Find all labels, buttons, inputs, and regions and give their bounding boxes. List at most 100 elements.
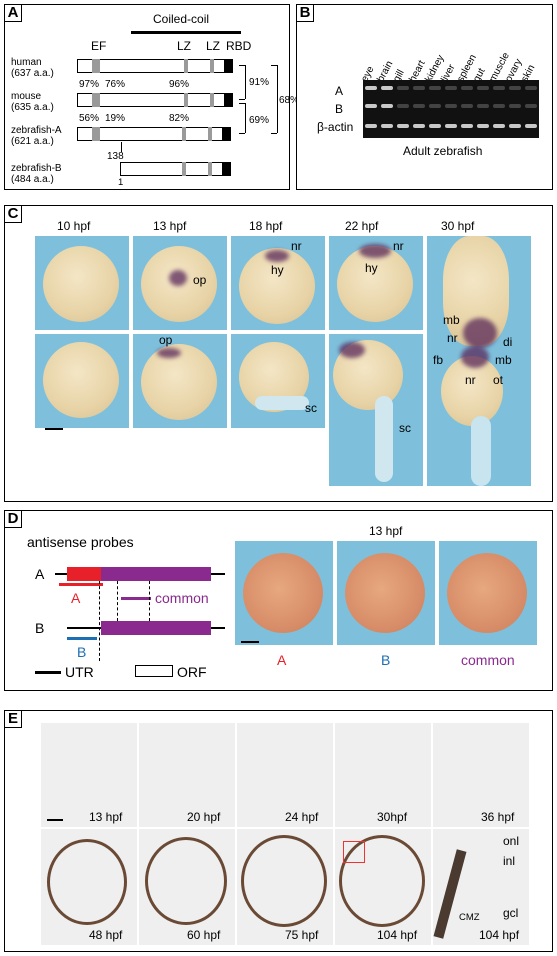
stage-e-75hpf: 75 hpf [285, 928, 319, 942]
pct-56: 56% [79, 113, 100, 124]
panel-c: C 10 hpf 13 hpf 18 hpf 22 hpf 30 hpf op … [4, 205, 553, 502]
section-48hpf: 48 hpf [41, 829, 137, 945]
species-mouse: mouse [11, 91, 42, 102]
label-hy: hy [271, 263, 284, 277]
stage-e-20hpf: 20 hpf [187, 810, 221, 824]
domain-lz-2: LZ [206, 39, 221, 53]
gel-band [461, 104, 473, 108]
caption-b: B [381, 652, 391, 668]
section-24hpf: 24 hpf [237, 723, 333, 827]
panel-d: D antisense probes A A common B B UTR OR… [4, 510, 553, 691]
panel-label-d: D [4, 510, 22, 528]
photo-probe-b [337, 541, 435, 645]
gel-band [445, 124, 457, 128]
domain-ef: EF [91, 39, 107, 53]
protein-bar-zebrafish-b [120, 162, 231, 176]
gel-band [429, 104, 441, 108]
stage-13hpf: 13 hpf [153, 219, 187, 233]
stage-30hpf: 30 hpf [441, 219, 475, 233]
gel-band [509, 86, 521, 90]
probe-a-label: A [71, 590, 81, 606]
gel-band [413, 104, 425, 108]
row-b-label: B [35, 620, 45, 636]
gel-band [509, 124, 521, 128]
stage-e-104hpf-zoom: 104 hpf [479, 928, 520, 942]
photo-probe-common [439, 541, 537, 645]
gel-band [445, 104, 457, 108]
antisense-probes-title: antisense probes [27, 534, 134, 550]
caption-a: A [277, 652, 287, 668]
label-op: op [193, 273, 207, 287]
species-human-len: (637 a.a.) [11, 68, 54, 79]
photo-13hpf-dorsal: op [133, 236, 227, 330]
scale-bar-d [241, 641, 259, 643]
gel-band [477, 86, 489, 90]
species-zebrafish-a-len: (621 a.a.) [11, 136, 54, 147]
stage-e-24hpf: 24 hpf [285, 810, 319, 824]
domain-rbd: RBD [226, 39, 252, 53]
gel-band [413, 86, 425, 90]
species-zebrafish-b-len: (484 a.a.) [11, 174, 54, 185]
gel-image [363, 80, 539, 138]
pct-91: 91% [249, 77, 270, 88]
species-zebrafish-b: zebrafish-B [11, 163, 62, 174]
position-1: 1 [118, 177, 124, 188]
row-label-a: A [335, 84, 344, 98]
stage-18hpf: 18 hpf [249, 219, 283, 233]
protein-bar-zebrafish-a [77, 127, 231, 141]
photo-13hpf-lateral: op [133, 334, 227, 428]
stage-e-48hpf: 48 hpf [89, 928, 123, 942]
photo-22hpf-lateral: sc [329, 334, 423, 486]
gel-band [365, 86, 377, 90]
section-30hpf: 30hpf [335, 723, 431, 827]
gel-band [477, 104, 489, 108]
gel-band [525, 104, 537, 108]
gel-band [381, 86, 393, 90]
legend-utr: UTR [65, 664, 94, 680]
pct-76: 76% [105, 79, 126, 90]
layer-inl: inl [503, 854, 516, 868]
pct-19: 19% [105, 113, 126, 124]
photo-30hpf: mb nr di fb mb nr ot [427, 236, 531, 486]
label-hy: hy [365, 261, 378, 275]
pct-82: 82% [169, 113, 190, 124]
panel-e: E 13 hpf 20 hpf 24 hpf 30hpf 36 hpf 48 h… [4, 710, 553, 952]
gel-band [509, 104, 521, 108]
stage-13hpf-d: 13 hpf [369, 524, 403, 538]
photo-10hpf-dorsal [35, 236, 129, 330]
row-a-label: A [35, 566, 45, 582]
panel-label-b: B [296, 4, 314, 22]
protein-bar-human [77, 59, 233, 73]
gel-band [397, 124, 409, 128]
photo-probe-a [235, 541, 333, 645]
panel-b: B eye brain gill heart kidney liver spleen gut m… [296, 4, 553, 190]
pct-96: 96% [169, 79, 190, 90]
coiled-coil-label: Coiled-coil [153, 12, 210, 26]
stage-e-36hpf: 36 hpf [481, 810, 515, 824]
panel-label-a: A [4, 4, 22, 22]
layer-gcl: gcl [503, 906, 519, 920]
label-nr: nr [393, 239, 404, 253]
scale-bar-e [47, 819, 63, 821]
gel-band [477, 124, 489, 128]
panel-a: A Coiled-coil EF LZ LZ RBD human (637 a.… [4, 4, 299, 190]
row-label-b: B [335, 102, 344, 116]
panel-label-c: C [4, 205, 22, 223]
label-di: di [503, 335, 513, 349]
caption-adult-zebrafish: Adult zebrafish [403, 144, 483, 158]
photo-10hpf-lateral [35, 334, 129, 428]
section-13hpf: 13 hpf [41, 723, 137, 827]
position-138: 138 [107, 151, 124, 162]
layer-cmz: CMZ [459, 912, 480, 923]
gel-band [397, 104, 409, 108]
label-ot: ot [493, 373, 504, 387]
pct-68: 68% [279, 95, 300, 106]
gel-band [461, 124, 473, 128]
row-label-actin: β-actin [317, 120, 354, 134]
species-mouse-len: (635 a.a.) [11, 102, 54, 113]
gel-band [493, 104, 505, 108]
gel-band [429, 86, 441, 90]
photo-18hpf-dorsal: nr hy [231, 236, 325, 330]
species-zebrafish-a: zebrafish-A [11, 125, 62, 136]
stage-e-60hpf: 60 hpf [187, 928, 221, 942]
